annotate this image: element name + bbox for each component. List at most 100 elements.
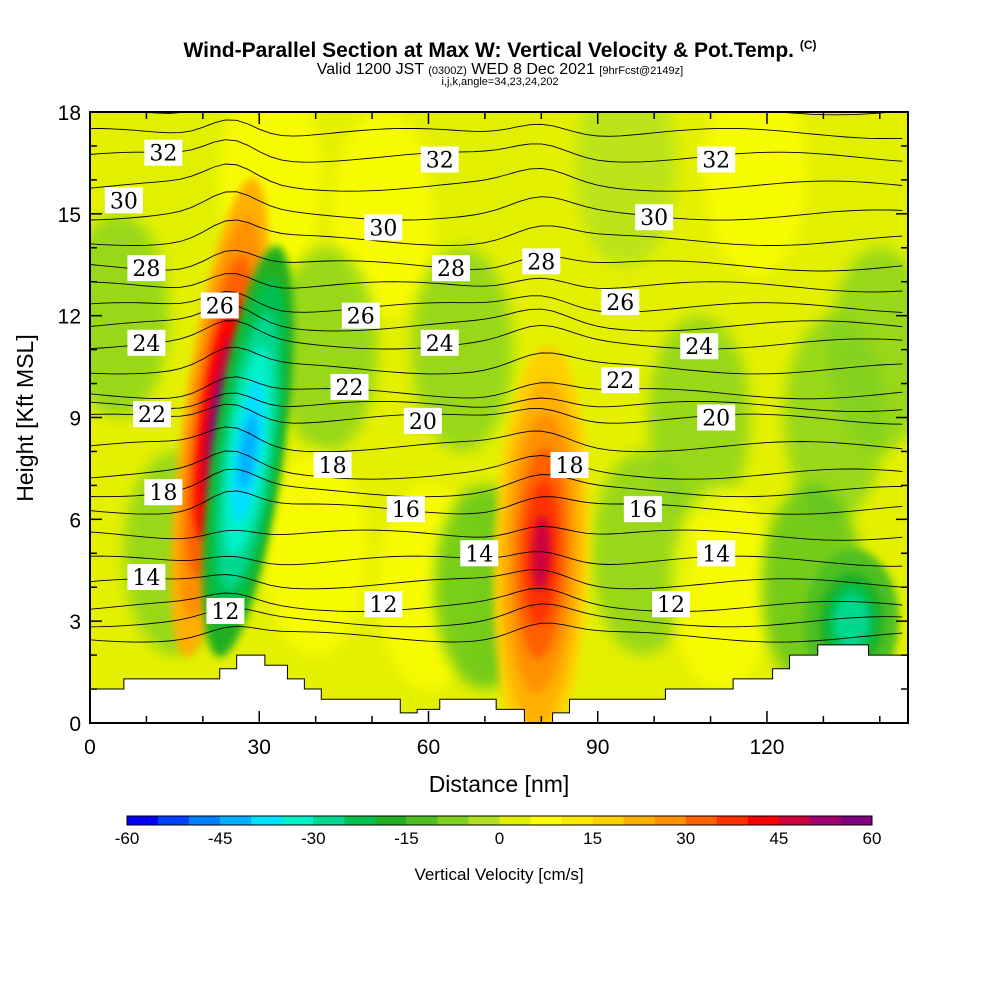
contour-label-text: 22 (606, 369, 634, 394)
contour-label: 32 (697, 146, 736, 174)
colorbar-tick-label: 15 (583, 829, 602, 848)
colorbar-tick-label: -60 (115, 829, 140, 848)
chart-subtitle: Valid 1200 JST (0300Z) WED 8 Dec 2021 [9… (0, 61, 1000, 79)
y-tick-label: 9 (69, 408, 81, 431)
isentrope-line (90, 468, 903, 498)
contour-label-text: 20 (409, 410, 437, 435)
valid-prefix: Valid 1200 JST (316, 61, 424, 78)
contour-label-text: 26 (347, 305, 375, 330)
contour-label-box (127, 564, 166, 591)
contour-label: 12 (652, 591, 691, 618)
colorbar-swatch (282, 816, 314, 825)
colorbar-swatch (127, 816, 159, 825)
contour-label-box (697, 146, 736, 173)
contour-label: 28 (127, 255, 166, 282)
isentrope-line (90, 291, 903, 313)
isentrope-line (90, 320, 903, 350)
colorbar-swatch (654, 816, 687, 825)
colorbar-swatch (406, 816, 438, 825)
contour-label-text: 16 (392, 498, 420, 523)
contour-label-text: 32 (149, 142, 177, 167)
isentrope-line (90, 403, 903, 425)
isentrope-line (90, 119, 903, 140)
contour-label: 22 (133, 401, 172, 428)
x-axis-ticks: 0 30 60 90 120 (84, 112, 881, 759)
colorbar-swatch (468, 816, 500, 825)
potential-temperature-contours (90, 112, 903, 643)
contour-label-box (420, 146, 459, 173)
isentrope-line (90, 450, 903, 480)
colorbar-tick-label: 0 (495, 829, 504, 848)
contour-label: 18 (144, 479, 183, 506)
grid-params: i,j,k,angle=34,23,24,202 (441, 76, 559, 88)
contour-label: 14 (697, 540, 736, 567)
colorbar-swatch (809, 816, 842, 825)
contour-label-text: 20 (702, 407, 730, 432)
contour-label-box (680, 333, 719, 360)
isentrope-line (90, 191, 903, 221)
valid-utc: (0300Z) (428, 65, 467, 77)
colorbar-tick-label: -15 (394, 829, 419, 848)
x-tick-label: 60 (417, 736, 440, 759)
colorbar-frame (126, 815, 873, 826)
forecast-info: [9hrFcst@2149z] (599, 65, 684, 77)
colorbar-swatch (251, 816, 283, 825)
colorbar-swatch (623, 816, 656, 825)
isentrope-line (90, 163, 903, 192)
contour-label-text: 28 (437, 257, 465, 282)
colorbar-swatch (158, 816, 190, 825)
contour-label-box (127, 255, 166, 282)
contour-label: 24 (680, 333, 719, 360)
colorbar-tick-label: 30 (676, 829, 695, 848)
colorbar-swatch (561, 816, 594, 825)
contour-label: 28 (432, 255, 471, 282)
velocity-patch (264, 451, 367, 656)
isentrope-line (90, 219, 903, 246)
velocity-patch (671, 485, 773, 690)
contour-label-text: 24 (685, 335, 713, 360)
x-tick-label: 0 (84, 736, 96, 759)
contour-label: 18 (550, 452, 589, 479)
contour-label: 16 (623, 496, 662, 523)
velocity-patch (90, 213, 169, 418)
y-axis-label: Height [Kft MSL] (12, 334, 38, 501)
contour-label-text: 24 (132, 332, 160, 357)
contour-label-box (133, 401, 172, 428)
isentrope-line (90, 392, 903, 413)
colorbar-ticks: -60 -45 -30 -15 0 15 30 45 60 (115, 829, 882, 848)
downdraft-core (202, 245, 294, 658)
y-tick-label: 15 (58, 204, 81, 227)
contour-label-text: 30 (640, 206, 668, 231)
contour-label-box (635, 204, 674, 231)
contour-label-box (432, 255, 471, 282)
contour-label: 26 (200, 292, 239, 319)
isentrope-line (90, 569, 903, 590)
contour-label-text: 22 (336, 376, 364, 401)
contour-label-box (144, 479, 183, 506)
isentrope-line (90, 249, 903, 272)
isentrope-line (90, 490, 903, 515)
contour-label: 28 (522, 248, 561, 275)
colorbar-tick-label: -30 (301, 829, 326, 848)
contour-label-box (206, 597, 245, 624)
colorbar (126, 815, 873, 826)
contour-label-box (313, 452, 352, 479)
contour-label: 24 (420, 329, 459, 357)
contour-label-text: 14 (702, 542, 730, 567)
colorbar-tick-label: 45 (769, 829, 788, 848)
colorbar-swatch (840, 816, 873, 825)
contour-label-text: 32 (426, 149, 454, 174)
x-tick-label: 90 (586, 736, 609, 759)
contour-label-text: 24 (426, 332, 454, 357)
contour-label-text: 18 (556, 454, 584, 479)
contour-label-box (550, 452, 589, 479)
y-axis-ticks: 0 3 6 9 12 15 18 (58, 102, 908, 736)
contour-label-text: 16 (629, 498, 657, 523)
contour-label-text: 28 (527, 250, 555, 275)
velocity-level (842, 605, 862, 637)
x-axis-label: Distance [nm] (429, 771, 570, 797)
contour-label: 26 (341, 302, 380, 330)
chart-title: Wind-Parallel Section at Max W: Vertical… (183, 38, 817, 62)
terrain (90, 644, 908, 723)
